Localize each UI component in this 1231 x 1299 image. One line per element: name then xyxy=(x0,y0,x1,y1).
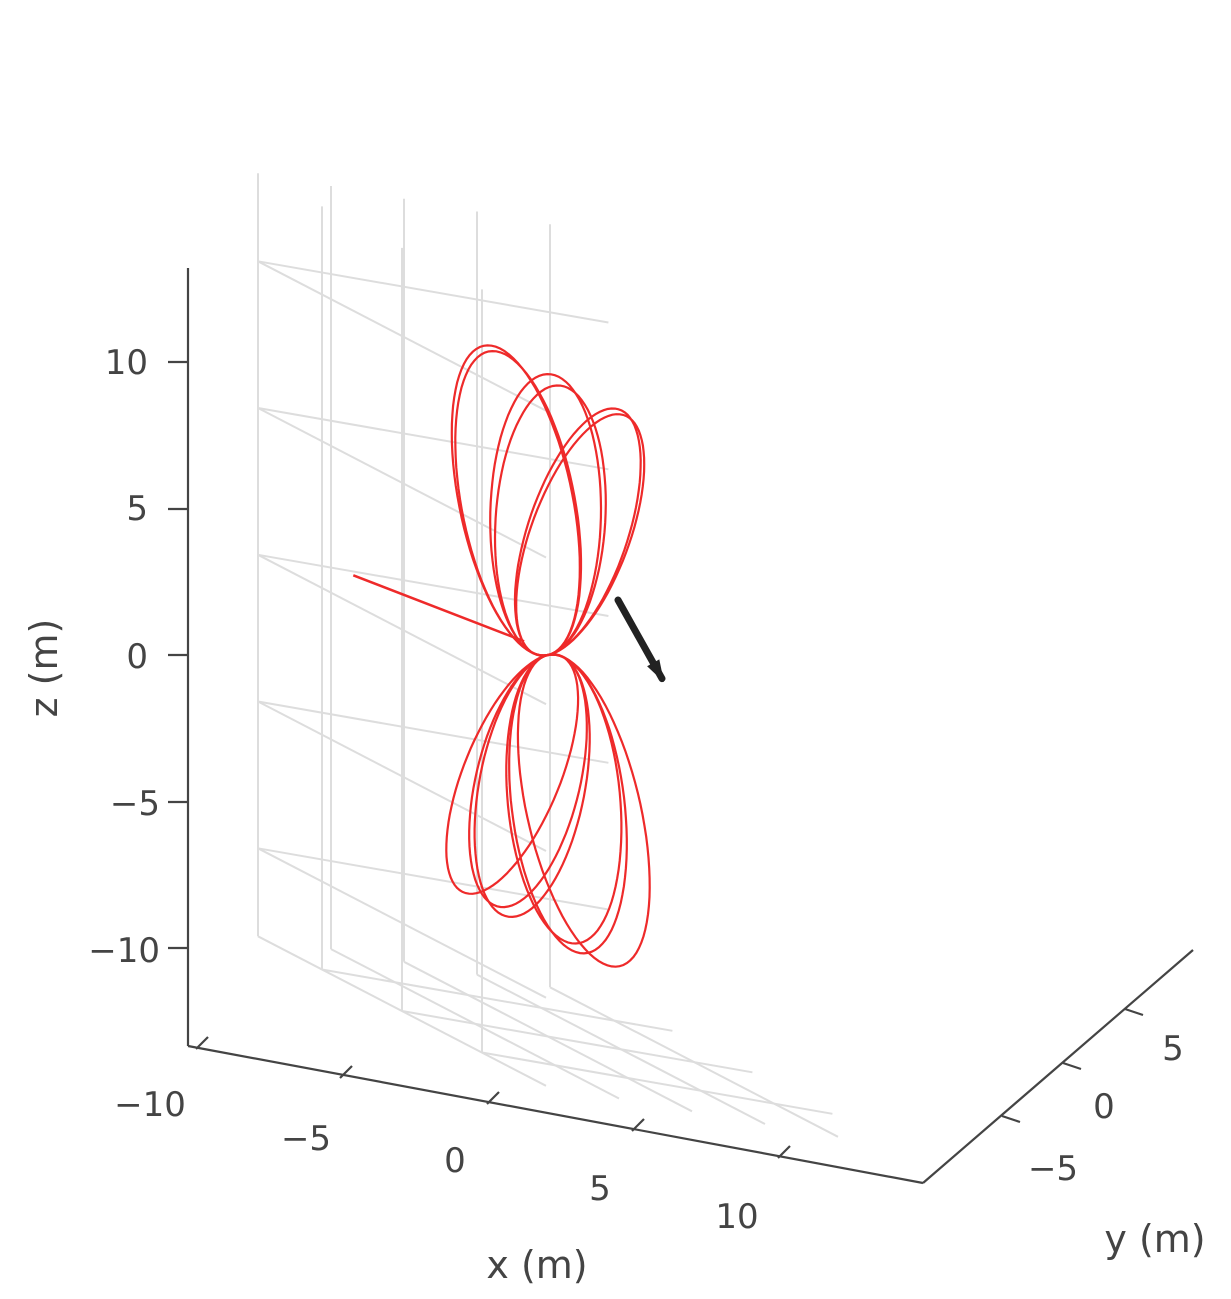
grid-line xyxy=(257,553,547,706)
x-tick-label: 10 xyxy=(715,1197,758,1237)
vector-arrow xyxy=(614,596,666,683)
x-tick-mark xyxy=(339,1065,353,1079)
axes xyxy=(168,268,1194,1185)
grid-line xyxy=(481,1051,833,1115)
x-tick-label: −10 xyxy=(114,1085,186,1125)
trajectory-tail xyxy=(352,574,525,643)
y-tick-mark xyxy=(1062,1061,1082,1071)
trajectory-loop xyxy=(473,653,591,919)
trajectory-loop xyxy=(515,413,646,657)
x-tick-mark xyxy=(195,1036,209,1050)
x-tick-mark xyxy=(631,1118,645,1132)
grid-line xyxy=(321,968,673,1032)
z-tick-label: 5 xyxy=(126,489,148,529)
grid-lines xyxy=(257,173,839,1138)
y-tick-label: 5 xyxy=(1162,1029,1184,1069)
x-tick-mark xyxy=(777,1145,791,1159)
trajectory-loop xyxy=(468,653,588,909)
trajectory-loop xyxy=(493,384,607,657)
grid-line xyxy=(257,260,609,324)
trajectory-loop xyxy=(505,653,623,945)
trajectory-loop xyxy=(454,349,583,657)
x-axis-title: x (m) xyxy=(486,1243,587,1287)
z-tick-label: 0 xyxy=(126,637,148,677)
x-tick-label: 0 xyxy=(444,1141,466,1181)
trajectory-loop xyxy=(445,653,580,895)
trajectory-loop xyxy=(516,653,651,968)
trajectory-curve xyxy=(352,344,651,968)
y-tick-mark xyxy=(1124,1007,1144,1017)
z-tick-label: −5 xyxy=(110,784,160,824)
trajectory-loop xyxy=(513,407,642,657)
z-axis-title: z (m) xyxy=(22,619,66,718)
y-axis-line xyxy=(922,949,1194,1184)
trajectory-loop xyxy=(489,372,603,657)
x-tick-label: 5 xyxy=(589,1169,611,1209)
x-tick-label: −5 xyxy=(281,1119,331,1159)
grid-line xyxy=(257,260,547,412)
x-tick-mark xyxy=(486,1091,500,1105)
grid-line xyxy=(257,847,547,999)
grid-line xyxy=(257,553,609,617)
z-tick-label: −10 xyxy=(88,931,160,971)
grid-line xyxy=(257,700,547,852)
vector-arrow-head xyxy=(647,659,664,683)
grid-line xyxy=(257,847,609,911)
z-tick-label: 10 xyxy=(105,343,148,383)
x-axis-line xyxy=(187,1044,924,1185)
grid-line xyxy=(257,700,609,764)
y-tick-label: 0 xyxy=(1093,1087,1115,1127)
grid-line xyxy=(401,1010,753,1074)
y-tick-mark xyxy=(1001,1114,1021,1124)
y-tick-label: −5 xyxy=(1028,1149,1078,1189)
y-axis-title: y (m) xyxy=(1104,1217,1205,1261)
grid-line xyxy=(257,407,609,471)
grid-line xyxy=(257,407,547,559)
